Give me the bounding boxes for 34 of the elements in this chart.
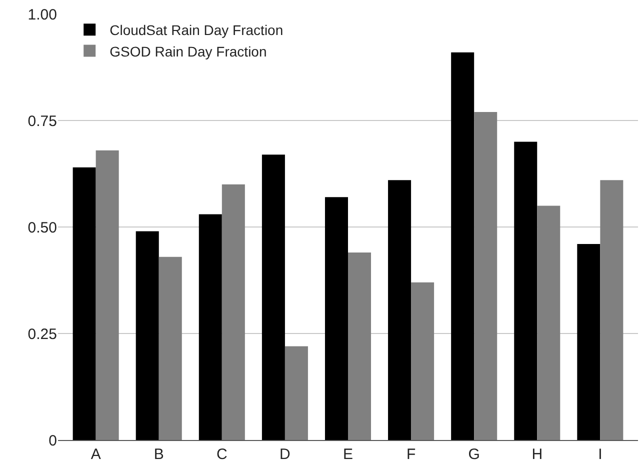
y-tick-label: 0.50 bbox=[28, 219, 57, 236]
x-tick-label: G bbox=[468, 446, 480, 463]
bar bbox=[96, 150, 119, 440]
x-tick-label: F bbox=[406, 446, 416, 463]
y-tick-label: 0.75 bbox=[28, 112, 57, 130]
y-tick-label: 0.25 bbox=[28, 326, 57, 343]
bar bbox=[72, 167, 96, 440]
bar bbox=[577, 244, 600, 440]
bar bbox=[514, 142, 538, 440]
x-tick-label: E bbox=[342, 446, 354, 463]
bar bbox=[284, 346, 308, 440]
bar bbox=[136, 231, 159, 440]
x-tick-label: H bbox=[532, 446, 543, 463]
bar bbox=[474, 112, 498, 440]
bar bbox=[324, 197, 348, 440]
bar bbox=[262, 154, 285, 440]
x-tick-label: A bbox=[90, 446, 101, 463]
bar bbox=[600, 180, 624, 440]
legend-label: GSOD Rain Day Fraction bbox=[110, 43, 267, 60]
y-tick-label: 1.00 bbox=[28, 6, 57, 24]
x-tick-label: C bbox=[216, 446, 228, 463]
x-tick-label: I bbox=[598, 446, 602, 463]
bar bbox=[348, 252, 372, 440]
bar bbox=[451, 52, 474, 440]
bar bbox=[198, 214, 222, 440]
bar bbox=[411, 282, 434, 440]
x-tick-label: B bbox=[154, 446, 164, 463]
x-tick-label: D bbox=[280, 446, 291, 463]
bar bbox=[222, 184, 245, 440]
bar bbox=[158, 256, 182, 440]
legend-label: CloudSat Rain Day Fraction bbox=[110, 22, 284, 38]
y-tick-label: 0 bbox=[48, 432, 57, 450]
bar bbox=[537, 206, 560, 440]
bar bbox=[388, 180, 412, 440]
